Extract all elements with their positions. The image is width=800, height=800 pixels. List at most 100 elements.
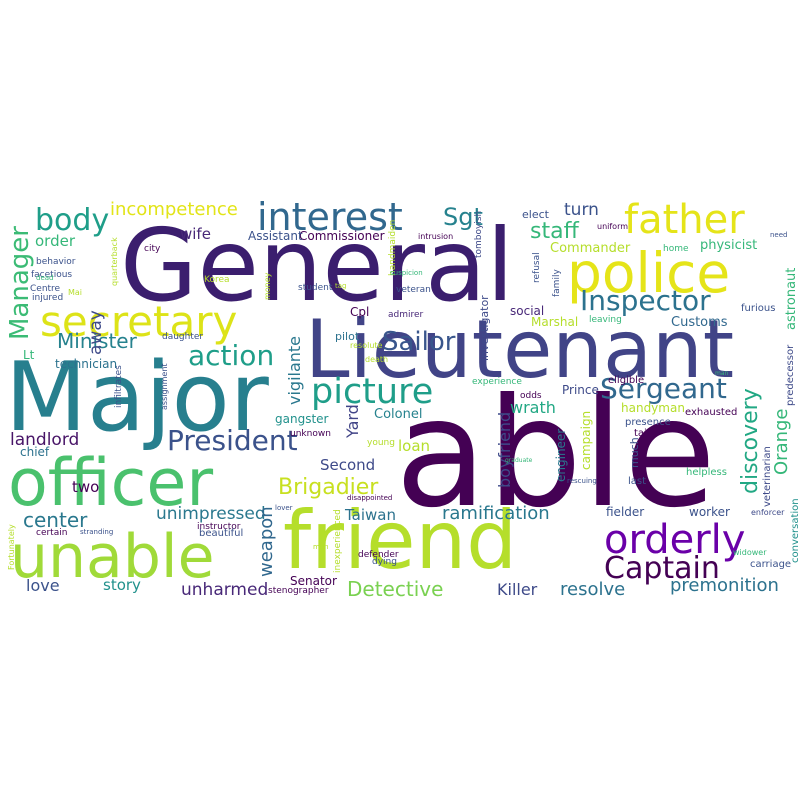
word: stenographer [268, 586, 329, 596]
word: Lt [23, 348, 35, 362]
word: instructor [197, 522, 241, 532]
word: two [72, 478, 99, 496]
word: order [35, 232, 76, 250]
word: story [103, 576, 141, 594]
word: Marshal [531, 315, 578, 329]
word: infiltrates [114, 365, 124, 408]
word: eligible [608, 375, 644, 386]
word: Killer [497, 580, 538, 599]
word: loan [398, 437, 430, 455]
word: stranding [80, 528, 113, 536]
word: veterinarian [762, 446, 773, 507]
word: campaign [579, 411, 593, 470]
word: exhausted [685, 407, 737, 418]
word: Inspector [580, 284, 711, 317]
word: young [367, 438, 395, 448]
word: officer [8, 446, 213, 521]
word: leaving [589, 315, 622, 325]
word: assignment [160, 363, 169, 410]
word: interest [257, 195, 403, 239]
word: handyman [621, 401, 685, 415]
word: uniform [597, 222, 628, 231]
word: Sergeant [600, 372, 727, 405]
word: money [263, 272, 272, 300]
word: Manager [5, 226, 35, 340]
word: wife [180, 225, 211, 243]
word: unimpressed [156, 504, 266, 524]
word: tag [335, 282, 346, 290]
word: death [365, 355, 388, 364]
word: Mai [68, 288, 82, 297]
word: Captain [604, 551, 720, 586]
word: refusal [532, 252, 542, 283]
word: Commander [550, 241, 631, 256]
word: Customs [671, 315, 728, 330]
word: body [35, 203, 109, 238]
word: President [167, 424, 298, 457]
word: Prince [562, 383, 599, 397]
word: tail [634, 428, 650, 439]
word: injured [32, 293, 63, 303]
word: elect [522, 208, 550, 221]
word: Fortunately [7, 524, 16, 570]
word: Assistant [248, 229, 303, 243]
word: lover [275, 504, 293, 512]
word: pilot [335, 330, 360, 343]
word: experience [472, 377, 522, 387]
word: dead [36, 274, 53, 282]
word: conversation [790, 498, 800, 563]
word: defender [358, 550, 399, 560]
word: daughter [162, 332, 203, 342]
word: need [770, 231, 788, 239]
word: gangster [275, 412, 329, 426]
word: facetious [31, 270, 72, 280]
word: technician [55, 357, 117, 371]
word: picture [311, 372, 433, 412]
word: furious [741, 303, 775, 314]
word: boyfriend [495, 412, 514, 488]
word: presence [625, 417, 671, 428]
word: police [567, 241, 730, 305]
word: odds [520, 391, 542, 401]
word: family [552, 269, 562, 297]
word: Colonel [374, 407, 422, 422]
word: orderly [604, 517, 745, 563]
word: physicist [700, 238, 757, 253]
word: vigilante [285, 336, 304, 405]
word: premonition [670, 575, 779, 596]
word: Senator [290, 574, 337, 588]
word: able [395, 367, 716, 541]
word: behavior [36, 257, 76, 267]
word: Taiwan [344, 506, 396, 524]
word: staff [530, 219, 580, 244]
word: resolve [560, 579, 625, 600]
word: unknown [290, 429, 331, 439]
word: Korea [204, 275, 230, 285]
word: student [298, 283, 333, 293]
word: man [715, 370, 729, 377]
word: men [313, 543, 329, 551]
word: ramification [442, 503, 550, 524]
word: Detective [347, 577, 443, 601]
word: predecessor [785, 344, 796, 406]
word: fielder [606, 505, 644, 519]
word: city [144, 244, 161, 254]
word: tomboyish [474, 211, 484, 258]
word: Yard [343, 404, 362, 439]
word: Lieutenant [305, 303, 734, 396]
word: discovery [738, 388, 763, 494]
word-group: able General Major Lieutenant friend unableof… [5, 195, 800, 601]
word: unable [10, 522, 215, 592]
word: widower [733, 548, 767, 557]
word: Minister [57, 329, 138, 353]
word: father [624, 197, 745, 243]
word: carriage [750, 559, 791, 570]
word: Second [320, 456, 375, 474]
word: certain [36, 528, 67, 538]
word: away [86, 310, 106, 355]
word: resolute [350, 341, 383, 350]
word: disappointed [347, 494, 392, 502]
word: helpless [686, 467, 727, 478]
word: intrusion [418, 232, 453, 241]
